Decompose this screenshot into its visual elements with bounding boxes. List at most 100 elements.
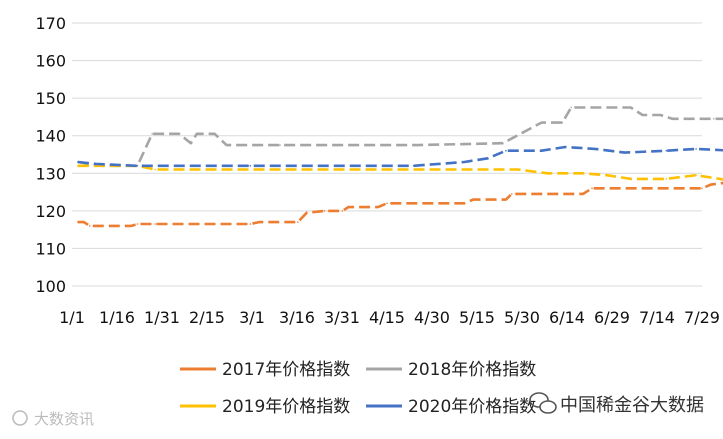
- data-point: [323, 210, 326, 212]
- data-point: [258, 221, 261, 223]
- data-point: [412, 165, 415, 167]
- x-tick-label: 6/14: [549, 308, 585, 327]
- x-tick-label: 4/30: [414, 308, 450, 327]
- data-point: [83, 221, 85, 223]
- x-tick-label: 7/29: [684, 308, 720, 327]
- watermark-left: 大数资讯: [12, 410, 94, 428]
- y-tick-label: 160: [35, 52, 66, 71]
- y-tick-label: 110: [35, 239, 66, 258]
- data-point: [582, 193, 584, 195]
- data-point: [178, 133, 180, 135]
- watermark: 大数资讯 中国稀金谷大数据: [12, 392, 704, 428]
- data-point: [77, 165, 79, 167]
- data-point: [415, 144, 418, 146]
- data-point: [472, 198, 475, 201]
- data-point: [659, 114, 662, 116]
- data-point: [77, 161, 79, 163]
- watermark-left-icon: [12, 410, 28, 426]
- data-point: [136, 223, 139, 225]
- y-tick-label: 120: [35, 202, 66, 221]
- data-point: [671, 118, 674, 120]
- legend-label: 2018年价格指数: [408, 360, 536, 380]
- wechat-icon: [529, 392, 557, 414]
- x-tick-label: 7/14: [639, 308, 675, 327]
- data-point: [665, 178, 668, 180]
- data-point: [386, 202, 388, 205]
- series-line-2: [77, 106, 723, 168]
- watermark-right-text: 中国稀金谷大数据: [560, 395, 704, 416]
- legend-item: 2019年价格指数: [180, 397, 350, 417]
- data-point: [249, 223, 252, 225]
- data-point: [695, 174, 697, 176]
- x-tick-label: 1/1: [59, 308, 85, 327]
- x-tick-label: 5/30: [504, 308, 540, 327]
- series-layer: [77, 106, 723, 228]
- x-tick-label: 3/1: [239, 308, 265, 327]
- y-tick-label: 140: [35, 127, 66, 146]
- data-point: [665, 149, 668, 152]
- data-point: [505, 198, 507, 201]
- data-point: [502, 142, 504, 144]
- data-point: [641, 114, 644, 116]
- series-line-3: [77, 164, 723, 181]
- data-point: [582, 172, 584, 175]
- data-point: [341, 210, 344, 212]
- data-point: [719, 178, 721, 180]
- data-point: [353, 165, 356, 167]
- x-tick-label: 2/15: [189, 308, 225, 327]
- data-point: [377, 206, 379, 208]
- data-point: [623, 151, 626, 154]
- x-tick-label: 1/31: [144, 308, 180, 327]
- x-axis-ticks: 1/1 1/16 1/31 2/15 3/1 3/16 3/31 4/15 4/30 5/15 5/…: [59, 308, 720, 327]
- y-tick-label: 130: [35, 164, 66, 183]
- y-tick-label: 170: [35, 14, 66, 33]
- legend-label: 2019年价格指数: [222, 397, 350, 417]
- grid-layer: [72, 22, 702, 287]
- data-point: [505, 149, 507, 152]
- data-point: [89, 225, 91, 227]
- series-line-4: [77, 145, 723, 168]
- data-point: [225, 144, 228, 146]
- series-points-3: [77, 165, 721, 180]
- data-point: [517, 168, 519, 171]
- data-point: [95, 163, 97, 165]
- legend-label: 2020年价格指数: [408, 397, 536, 417]
- data-point: [154, 168, 156, 171]
- data-point: [130, 225, 133, 227]
- data-point: [606, 174, 608, 176]
- data-point: [629, 178, 632, 180]
- data-point: [502, 168, 504, 171]
- legend-item: 2017年价格指数: [180, 360, 350, 380]
- data-point: [591, 187, 593, 190]
- data-point: [136, 165, 139, 167]
- legend: 2017年价格指数 2018年价格指数 2019年价格指数 2020年价格指数: [180, 360, 536, 417]
- data-point: [151, 133, 153, 135]
- data-point: [629, 106, 632, 109]
- data-point: [306, 211, 308, 214]
- series-line-1: [77, 181, 723, 228]
- watermark-left-text: 大数资讯: [34, 410, 94, 428]
- data-point: [279, 144, 281, 146]
- data-point: [710, 183, 712, 186]
- data-point: [713, 118, 715, 120]
- data-point: [546, 172, 549, 175]
- data-point: [347, 206, 350, 208]
- data-point: [540, 121, 543, 124]
- data-point: [564, 146, 567, 148]
- x-tick-label: 4/15: [369, 308, 405, 327]
- data-point: [249, 165, 252, 167]
- data-point: [190, 165, 192, 167]
- x-tick-label: 1/16: [99, 308, 135, 327]
- data-point: [594, 148, 596, 150]
- y-tick-label: 100: [35, 277, 66, 296]
- x-tick-label: 3/16: [279, 308, 315, 327]
- data-point: [196, 133, 198, 135]
- legend-item: 2018年价格指数: [366, 360, 536, 380]
- data-point: [561, 121, 564, 124]
- legend-item: 2020年价格指数: [366, 397, 536, 417]
- data-point: [77, 221, 79, 223]
- series-points-2: [77, 106, 715, 167]
- data-point: [190, 142, 192, 144]
